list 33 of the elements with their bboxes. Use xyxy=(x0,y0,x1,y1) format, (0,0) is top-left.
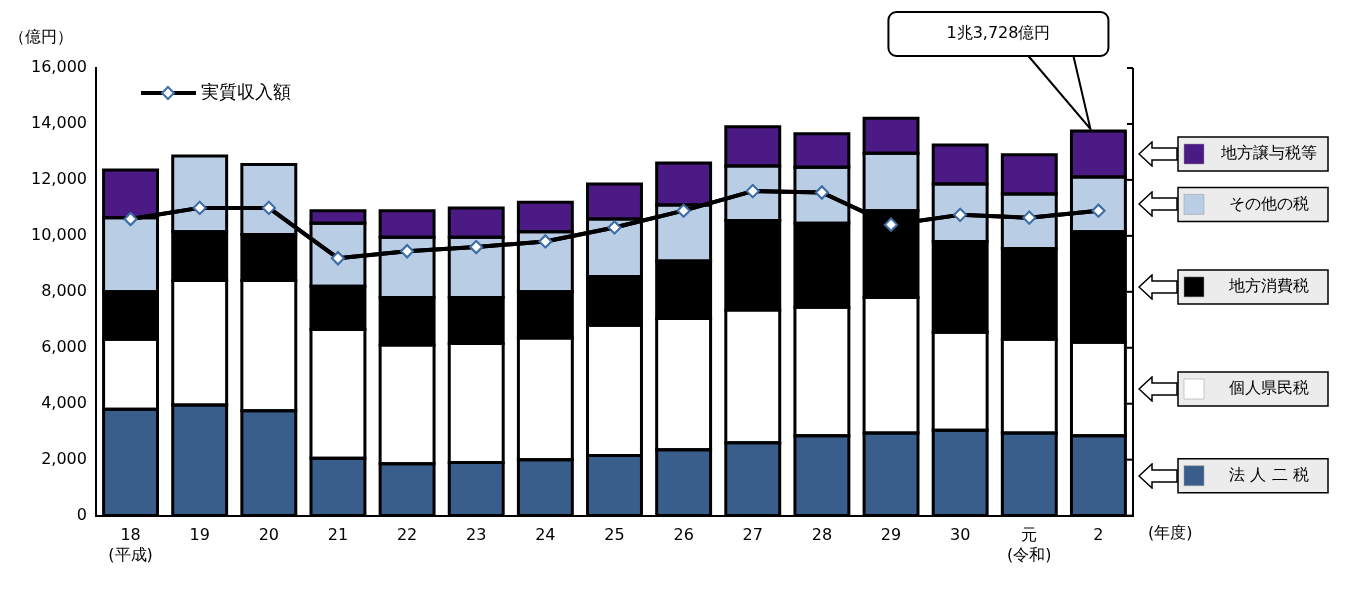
y-tick-label: 10,000 xyxy=(31,225,87,245)
y-tick-label: 4,000 xyxy=(41,392,87,412)
x-tick-label: 19 xyxy=(189,525,210,545)
x-tick-label: 2 xyxy=(1093,525,1104,545)
x-tick-label: 22 xyxy=(396,525,418,545)
y-tick-label: 2,000 xyxy=(41,448,87,468)
y-axis-title: （億円） xyxy=(8,27,73,47)
x-tick-label: 24 xyxy=(535,525,556,545)
x-tick-label: 21 xyxy=(327,525,349,545)
y-tick-label: 14,000 xyxy=(31,113,87,133)
x-tick-label: 23 xyxy=(466,525,487,545)
y-tick-label: 6,000 xyxy=(41,336,87,356)
x-tick-label: 30 xyxy=(949,525,971,545)
y-tick-label: 12,000 xyxy=(31,169,87,189)
legend-label: 法 人 二 税 xyxy=(1229,464,1309,484)
y-tick-label: 16,000 xyxy=(31,57,87,77)
x-axis-title: (年度) xyxy=(1148,522,1193,542)
legend-label: 地方譲与税等 xyxy=(1220,143,1317,163)
legend-label: 実質収入額 xyxy=(200,80,291,102)
legend-label: 地方消費税 xyxy=(1228,276,1309,296)
y-tick-label: 8,000 xyxy=(41,280,87,300)
x-tick-label: 27 xyxy=(742,525,763,545)
y-tick-label: 0 xyxy=(76,504,87,524)
x-tick-label: 29 xyxy=(880,525,902,545)
text: 1兆3,728億円 xyxy=(946,23,1051,43)
x-tick-label: 18 (平成) xyxy=(108,525,153,564)
x-tick-label: 元 (令和) xyxy=(1007,525,1052,564)
legend-label: 個人県民税 xyxy=(1229,378,1309,398)
legend-label: その他の税 xyxy=(1229,193,1309,213)
x-tick-label: 25 xyxy=(604,525,625,545)
x-tick-label: 28 xyxy=(811,525,833,545)
x-tick-label: 26 xyxy=(673,525,694,545)
x-tick-label: 20 xyxy=(258,525,279,545)
